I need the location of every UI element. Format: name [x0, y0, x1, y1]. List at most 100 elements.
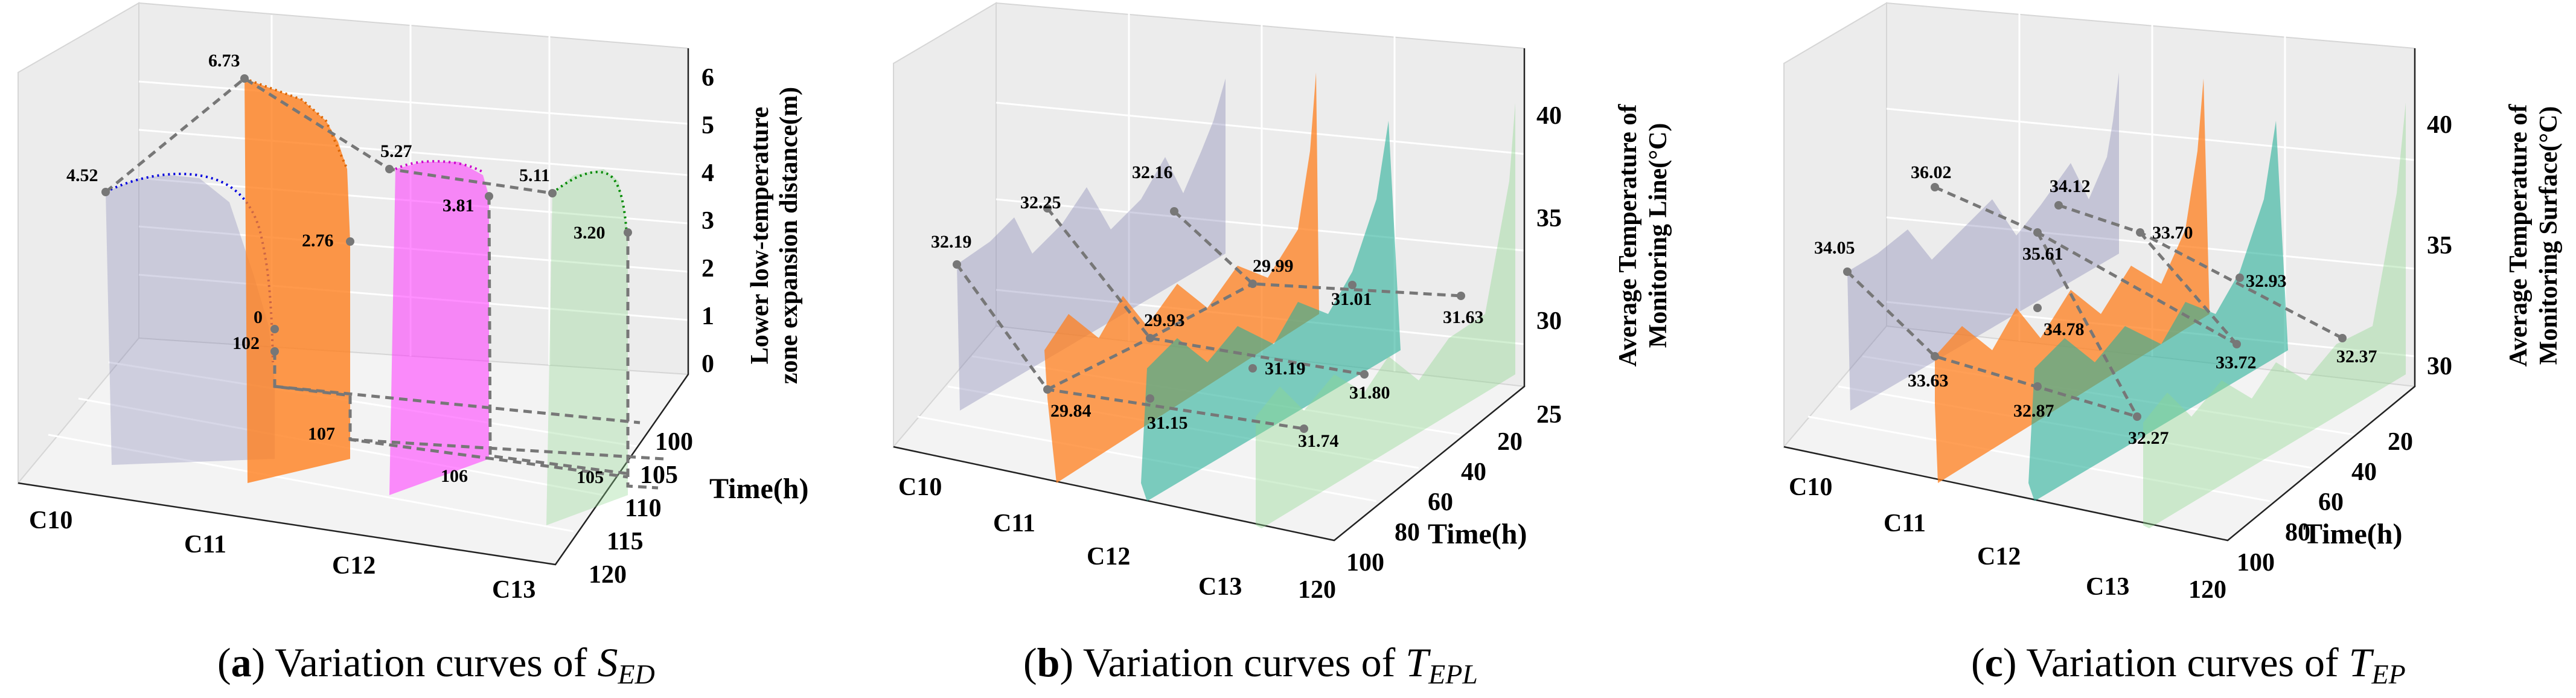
- z-tick: 4: [702, 159, 714, 187]
- z-tick: 35: [2427, 232, 2452, 260]
- x-tick-C11: C11: [1884, 510, 1926, 537]
- panel-a-surface-C10: [106, 175, 275, 465]
- node: [1146, 334, 1154, 342]
- annotation: 34.05: [1814, 238, 1855, 258]
- x-tick-C11: C11: [993, 510, 1035, 537]
- annotation: 29.93: [1144, 310, 1185, 330]
- panel-a: 4.52 6.73 5.27 5.11 2.76 3.81 3.20 0 102…: [17, 2, 808, 690]
- annotation: 6.73: [208, 51, 240, 71]
- node: [2338, 334, 2347, 342]
- annotation: 29.84: [1050, 401, 1091, 421]
- y-tick: 120: [2188, 576, 2226, 604]
- y-tick: 100: [2237, 549, 2275, 577]
- panel-b-trace-2: [1046, 207, 1365, 376]
- annotation: 29.99: [1253, 256, 1294, 276]
- node: [1146, 394, 1154, 403]
- svg-text:Monitoring Surface(°C): Monitoring Surface(°C): [2535, 106, 2563, 365]
- node: [1931, 183, 1939, 191]
- panel-a-max-trace: [104, 76, 553, 195]
- panel-a-curve-C11: [244, 77, 348, 170]
- caption-a: (a) Variation curves of SED: [217, 639, 655, 690]
- z-tick: 3: [702, 207, 714, 235]
- x-tick-C10: C10: [1789, 473, 1832, 501]
- node: [1043, 204, 1052, 213]
- svg-text:zone expansion distance(m): zone expansion distance(m): [775, 87, 803, 384]
- caption-b: (b) Variation curves of TEPL: [1023, 639, 1478, 690]
- panel-c-area-C10: [1847, 72, 2119, 411]
- node: [953, 260, 961, 269]
- annotation: 31.74: [1298, 431, 1339, 451]
- y-tick: 20: [1497, 428, 1523, 456]
- node: [346, 237, 354, 246]
- annotation: 31.01: [1331, 289, 1372, 309]
- panel-a-nodes: [101, 74, 632, 356]
- panel-b-trace-4: [1046, 282, 1254, 391]
- panel-c-z-label: Average Temperature of Monitoring Surfac…: [2505, 104, 2563, 367]
- node: [1843, 267, 1852, 276]
- annotation: 32.37: [2336, 347, 2377, 367]
- panel-b: 32.19 32.25 32.16 29.99 29.93 31.01 31.6…: [892, 2, 1672, 690]
- y-tick: 60: [1428, 488, 1453, 516]
- annotation: 5.27: [380, 141, 412, 161]
- panel-b-z-label: Average Temperature of Monitoring Line(°…: [1614, 104, 1672, 367]
- annotation: 102: [232, 333, 260, 353]
- annotation: 105: [577, 467, 604, 487]
- panel-b-area-C11: [1044, 72, 1319, 483]
- annotation: 2.76: [302, 231, 334, 251]
- panel-a-end-trace-2: [487, 196, 659, 490]
- annotation: 31.15: [1147, 413, 1188, 433]
- x-tick-C13: C13: [492, 576, 535, 604]
- x-tick-C10: C10: [898, 473, 942, 501]
- annotation: 32.16: [1132, 162, 1173, 182]
- node: [101, 188, 110, 196]
- svg-text:Average Temperature of: Average Temperature of: [1614, 104, 1642, 367]
- node: [2236, 274, 2244, 282]
- y-tick: 100: [1346, 549, 1384, 577]
- panel-a-y-label: Time(h): [709, 473, 808, 505]
- node: [624, 228, 632, 237]
- panel-b-axes: [893, 48, 1526, 542]
- node: [1931, 352, 1939, 360]
- panel-a-curve-C10: [105, 173, 274, 363]
- y-tick: 110: [625, 495, 662, 522]
- annotation: 31.80: [1349, 383, 1390, 403]
- annotation: 3.81: [443, 196, 475, 216]
- z-tick: 2: [702, 255, 714, 283]
- panel-b-area-C12: [1141, 121, 1401, 501]
- annotation: 32.25: [1020, 193, 1061, 213]
- node: [1300, 424, 1308, 433]
- annotation: 33.72: [2216, 353, 2257, 373]
- svg-text:Lower low-temperature: Lower low-temperature: [746, 107, 774, 364]
- svg-text:Average Temperature of: Average Temperature of: [2505, 104, 2533, 367]
- node: [2133, 412, 2141, 421]
- node: [240, 74, 249, 83]
- y-tick: 120: [589, 561, 627, 589]
- annotation: 32.19: [931, 232, 972, 252]
- y-tick: 105: [640, 461, 678, 489]
- node: [2136, 228, 2144, 237]
- annotation: 32.87: [2013, 401, 2054, 421]
- z-tick: 1: [702, 303, 714, 330]
- node: [270, 347, 279, 356]
- x-tick-C13: C13: [2086, 573, 2129, 601]
- y-tick: 40: [2351, 458, 2377, 486]
- panel-c-y-label: Time(h): [2303, 518, 2402, 550]
- node: [2232, 340, 2241, 348]
- annotation: 5.11: [519, 165, 550, 185]
- y-tick: 115: [607, 528, 644, 556]
- caption-c: (c) Variation curves of TEP: [1971, 639, 2406, 690]
- panel-c-axes: [1783, 48, 2416, 542]
- annotation: 34.12: [2050, 176, 2091, 196]
- panel-c-area-C11: [1935, 78, 2210, 483]
- panel-a-z-label: Lower low-temperature zone expansion dis…: [746, 87, 803, 384]
- panel-c-nodes: [1843, 183, 2347, 421]
- x-tick-C11: C11: [184, 531, 226, 559]
- annotation: 34.78: [2044, 319, 2085, 339]
- x-tick-C13: C13: [1198, 573, 1242, 601]
- node: [485, 192, 493, 200]
- y-tick: 120: [1298, 576, 1336, 604]
- z-tick: 40: [1536, 102, 1562, 130]
- panel-a-curve-C12: [395, 160, 484, 173]
- node: [2033, 382, 2042, 391]
